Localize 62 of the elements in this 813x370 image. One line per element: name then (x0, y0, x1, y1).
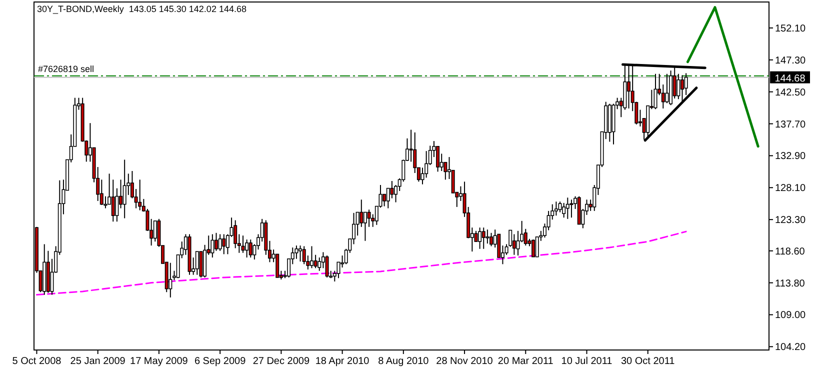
x-tick-label: 27 Dec 2009 (252, 356, 310, 367)
x-tick-label: 10 Jul 2011 (561, 356, 613, 367)
y-tick-label: 113.80 (775, 278, 806, 290)
y-tick-label: 118.60 (775, 246, 806, 258)
candlestick (122, 159, 126, 219)
candlestick (222, 234, 226, 255)
y-tick-label: 128.10 (775, 183, 806, 194)
candlestick (111, 179, 115, 222)
candlestick (248, 239, 252, 258)
candlestick (314, 254, 318, 269)
y-tick-label: 147.30 (775, 55, 806, 66)
candlestick (512, 234, 516, 256)
candlestick (478, 227, 482, 250)
x-tick-label: 18 Apr 2010 (315, 356, 370, 367)
candlestick (245, 239, 249, 258)
y-tick-label: 152.10 (775, 23, 806, 34)
candlestick (451, 170, 455, 194)
candlestick (336, 262, 340, 279)
candlestick (516, 230, 520, 256)
candlestick (195, 251, 199, 276)
candlestick (298, 245, 302, 262)
x-tick-label: 28 Nov 2010 (436, 356, 494, 367)
ref-line-label: #7626819 sell (38, 64, 94, 74)
x-tick-label: 20 Mar 2011 (498, 356, 554, 367)
candlestick (676, 73, 680, 100)
candlestick (554, 201, 558, 216)
x-tick-label: 17 May 2009 (130, 356, 188, 367)
candlestick (234, 220, 238, 249)
y-tick-label: 109.00 (775, 310, 806, 322)
candlestick (490, 232, 493, 247)
y-tick-label: 104.20 (775, 342, 806, 354)
line-series (36, 230, 687, 296)
x-tick-label: 30 Oct 2011 (620, 356, 676, 367)
candlestick (360, 199, 364, 228)
x-tick-label: 6 Sep 2009 (194, 356, 246, 367)
candlestick (241, 235, 245, 254)
candlestick (390, 180, 394, 199)
candlestick (482, 227, 486, 250)
candlestick (153, 220, 157, 242)
chart-title: 30Y_T-BOND,Weekly 143.05 145.30 142.02 144.68 (37, 4, 246, 14)
candlestick (138, 179, 142, 211)
y-tick-label: 142.50 (775, 87, 806, 98)
y-tick-label: 123.30 (775, 215, 806, 226)
candlestick (570, 199, 574, 218)
y-tick-label: 132.90 (775, 151, 806, 162)
candlestick (566, 197, 570, 220)
x-tick-label: 5 Oct 2008 (12, 356, 62, 367)
candlestick (532, 239, 536, 258)
candlestick (214, 232, 218, 252)
y-tick-label: 137.70 (775, 119, 806, 130)
candlestick (168, 262, 172, 298)
candlestick (218, 234, 222, 252)
candlestick (367, 209, 371, 228)
x-tick-label: 8 Aug 2010 (378, 356, 430, 367)
candlestick (310, 246, 314, 269)
candlestick (276, 254, 280, 278)
candlestick (363, 212, 367, 242)
x-tick-label: 25 Jan 2009 (70, 356, 126, 367)
candlestick (665, 73, 669, 104)
candlestick (325, 255, 329, 278)
candlestick (210, 234, 214, 258)
ref-line-label: 144.68 (774, 73, 806, 84)
